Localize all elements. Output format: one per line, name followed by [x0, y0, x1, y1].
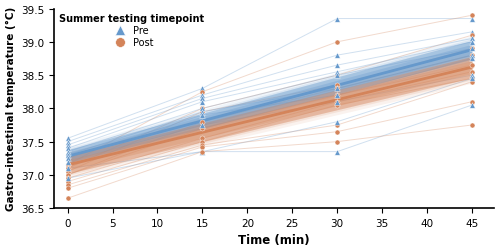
Point — [198, 143, 206, 147]
Point — [333, 140, 341, 144]
Point — [468, 31, 476, 35]
Point — [198, 100, 206, 104]
Point — [333, 74, 341, 78]
Point — [468, 34, 476, 38]
Point — [198, 97, 206, 101]
Point — [468, 71, 476, 75]
Point — [333, 94, 341, 98]
Point — [64, 160, 72, 164]
Point — [468, 80, 476, 84]
Point — [468, 57, 476, 61]
Point — [198, 90, 206, 94]
Point — [333, 84, 341, 88]
Point — [64, 137, 72, 141]
Point — [64, 196, 72, 200]
Point — [198, 145, 206, 149]
Point — [333, 71, 341, 75]
Point — [64, 183, 72, 187]
Point — [333, 41, 341, 45]
Point — [198, 150, 206, 154]
Point — [198, 94, 206, 98]
Point — [333, 64, 341, 68]
Point — [468, 100, 476, 104]
Legend: Pre, Post: Pre, Post — [57, 12, 206, 50]
Point — [64, 176, 72, 180]
Point — [64, 153, 72, 157]
Point — [333, 120, 341, 124]
Point — [333, 100, 341, 104]
Point — [468, 17, 476, 21]
Point — [468, 123, 476, 128]
Point — [64, 150, 72, 154]
Point — [198, 87, 206, 91]
Point — [468, 47, 476, 51]
Point — [468, 64, 476, 68]
Point — [468, 77, 476, 81]
Point — [64, 170, 72, 174]
Point — [468, 47, 476, 51]
Point — [64, 167, 72, 171]
Point — [468, 54, 476, 58]
Point — [64, 167, 72, 171]
Point — [64, 186, 72, 191]
Point — [333, 54, 341, 58]
Point — [198, 150, 206, 154]
Point — [198, 110, 206, 114]
Point — [198, 140, 206, 144]
X-axis label: Time (min): Time (min) — [238, 234, 310, 246]
Point — [64, 143, 72, 147]
Y-axis label: Gastro–intestinal temperature (°C): Gastro–intestinal temperature (°C) — [6, 7, 16, 211]
Point — [468, 14, 476, 18]
Point — [198, 107, 206, 111]
Point — [64, 140, 72, 144]
Point — [333, 150, 341, 154]
Point — [468, 41, 476, 45]
Point — [198, 137, 206, 141]
Point — [333, 130, 341, 134]
Point — [198, 150, 206, 154]
Point — [468, 37, 476, 41]
Point — [333, 74, 341, 78]
Point — [198, 114, 206, 118]
Point — [468, 104, 476, 108]
Point — [198, 120, 206, 124]
Point — [468, 54, 476, 58]
Point — [333, 17, 341, 21]
Point — [64, 180, 72, 184]
Point — [64, 163, 72, 167]
Point — [468, 77, 476, 81]
Point — [198, 123, 206, 128]
Point — [64, 173, 72, 177]
Point — [333, 123, 341, 128]
Point — [198, 107, 206, 111]
Point — [64, 147, 72, 151]
Point — [333, 104, 341, 108]
Point — [64, 176, 72, 180]
Point — [198, 110, 206, 114]
Point — [333, 87, 341, 91]
Point — [468, 74, 476, 78]
Point — [198, 127, 206, 131]
Point — [333, 100, 341, 104]
Point — [333, 94, 341, 98]
Point — [64, 173, 72, 177]
Point — [64, 157, 72, 161]
Point — [333, 87, 341, 91]
